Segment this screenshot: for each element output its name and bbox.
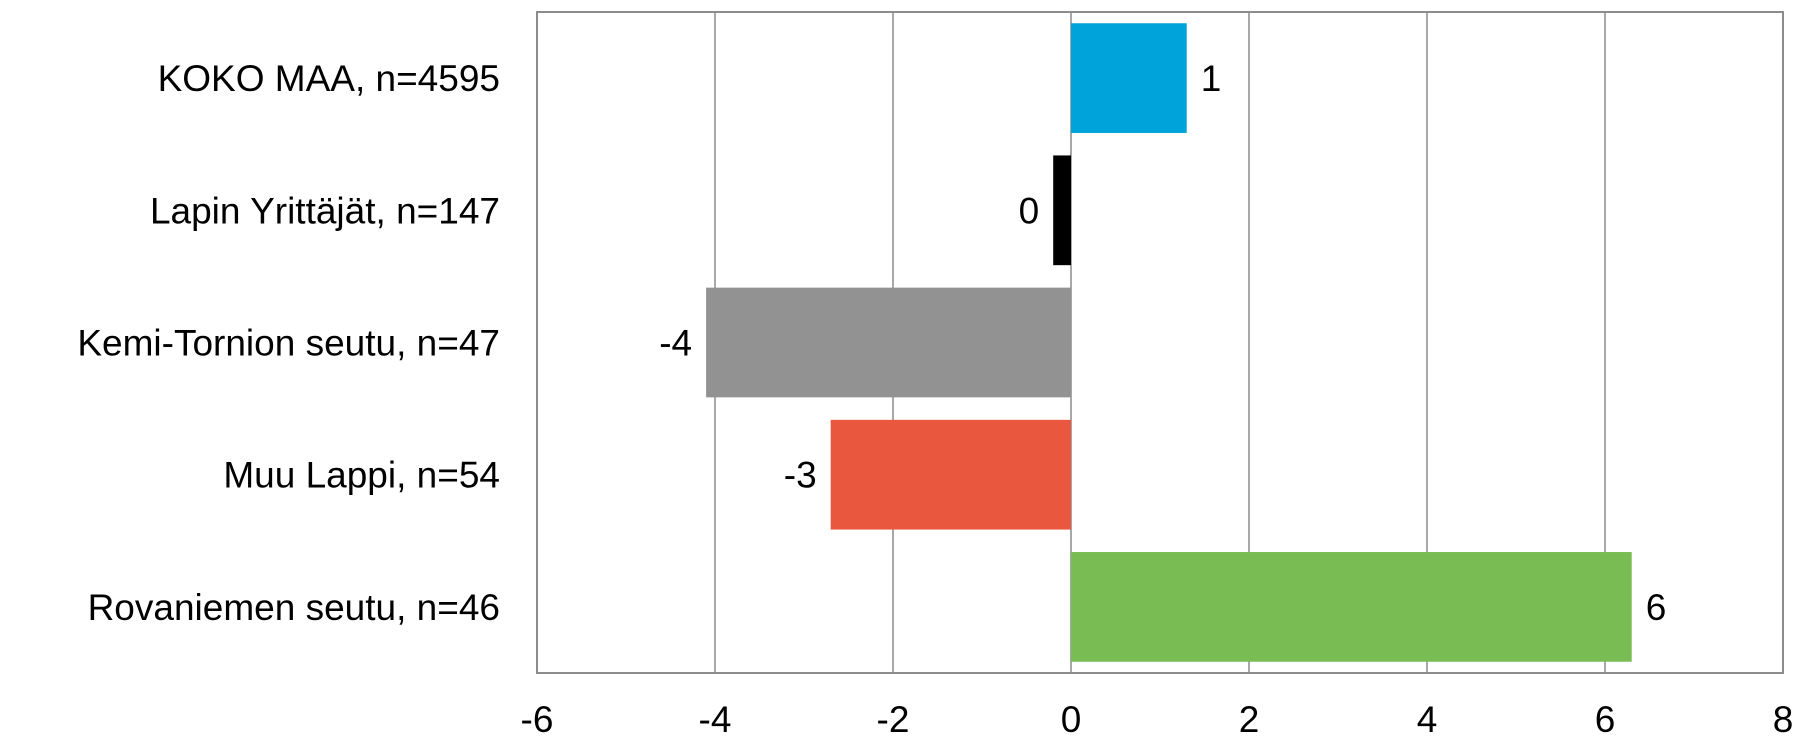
x-tick-label: 0 xyxy=(1061,699,1082,740)
bars xyxy=(706,23,1632,662)
x-tick-label: 8 xyxy=(1773,699,1794,740)
x-tick-label: -2 xyxy=(877,699,910,740)
data-label: -3 xyxy=(784,455,817,496)
data-label: -4 xyxy=(659,323,692,364)
data-label: 1 xyxy=(1201,58,1222,99)
category-label: Kemi-Tornion seutu, n=47 xyxy=(77,323,500,364)
category-label: Rovaniemen seutu, n=46 xyxy=(88,587,500,628)
bar xyxy=(830,419,1071,530)
data-label: 6 xyxy=(1646,587,1667,628)
x-axis-tick-labels: -6 -4 -2 0 2 4 6 8 xyxy=(521,699,1794,740)
category-label: Lapin Yrittäjät, n=147 xyxy=(150,190,500,231)
x-tick-label: 4 xyxy=(1417,699,1438,740)
bar xyxy=(1053,155,1071,266)
plot-area-border xyxy=(536,11,1784,674)
category-label: Muu Lappi, n=54 xyxy=(223,455,500,496)
x-tick-label: 2 xyxy=(1239,699,1260,740)
data-labels: 1 0 -4 -3 6 xyxy=(659,58,1666,628)
bar xyxy=(706,287,1071,398)
category-label: KOKO MAA, n=4595 xyxy=(158,58,500,99)
data-label: 0 xyxy=(1019,190,1040,231)
x-tick-label: -4 xyxy=(699,699,732,740)
bar xyxy=(1071,552,1632,662)
x-tick-label: 6 xyxy=(1595,699,1616,740)
category-labels: KOKO MAA, n=4595 Lapin Yrittäjät, n=147 Ke… xyxy=(77,58,500,628)
x-tick-label: -6 xyxy=(521,699,554,740)
bar xyxy=(1071,23,1187,133)
